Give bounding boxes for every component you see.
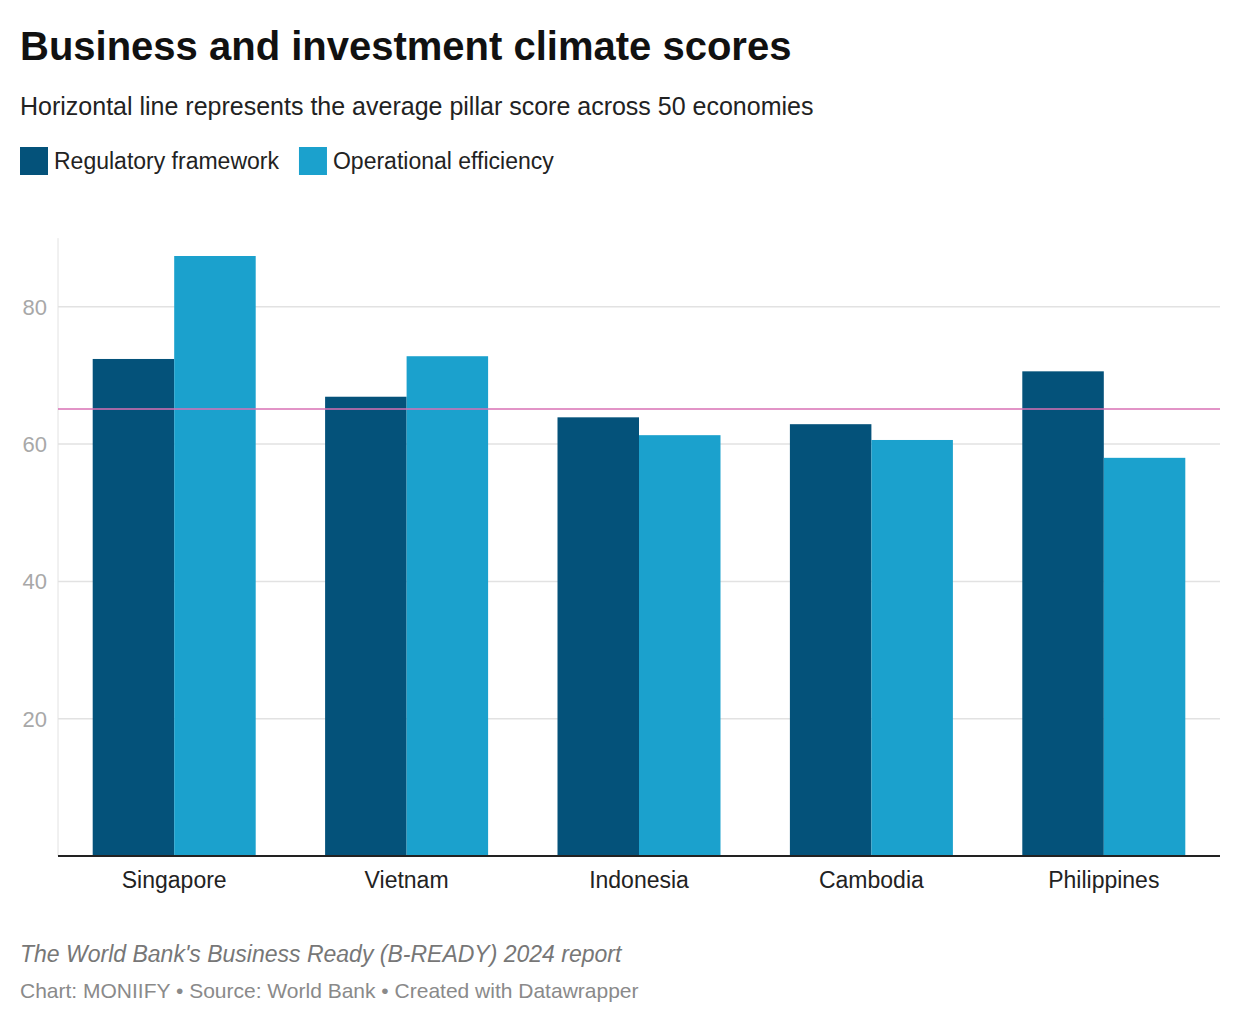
x-tick-label: Vietnam (365, 867, 449, 893)
bar (790, 424, 872, 856)
average-line (58, 408, 1220, 410)
bar (558, 417, 640, 856)
bar (325, 397, 407, 856)
chart: Business and investment climate scores Ho… (0, 0, 1240, 1026)
bar (871, 440, 953, 856)
bar (174, 256, 256, 856)
x-axis-line (58, 855, 1220, 857)
x-tick-label: Cambodia (819, 867, 924, 893)
bar (1022, 371, 1104, 856)
bar (1104, 458, 1186, 856)
y-tick-label: 40 (23, 569, 47, 594)
title: Business and investment climate scores (20, 24, 791, 68)
legend-item: Operational efficiency (299, 147, 554, 175)
legend-item: Regulatory framework (20, 147, 279, 175)
x-tick-label: Philippines (1048, 867, 1159, 893)
y-tick-label: 60 (23, 432, 47, 457)
y-axis-line (58, 238, 59, 856)
bar (407, 356, 489, 856)
credit: Chart: MONIIFY • Source: World Bank • Cr… (20, 979, 639, 1002)
y-tick-label: 20 (23, 707, 47, 732)
legend-swatch (20, 147, 48, 175)
x-tick-label: Indonesia (589, 867, 689, 893)
bar (639, 435, 721, 856)
y-tick-label: 80 (23, 295, 47, 320)
legend-label: Operational efficiency (333, 148, 554, 174)
legend-label: Regulatory framework (54, 148, 279, 174)
bar (93, 359, 175, 856)
bars (58, 256, 1220, 856)
x-tick-label: Singapore (122, 867, 227, 893)
subtitle: Horizontal line represents the average p… (20, 92, 813, 120)
note: The World Bank's Business Ready (B-READY… (20, 941, 623, 967)
legend-swatch (299, 147, 327, 175)
